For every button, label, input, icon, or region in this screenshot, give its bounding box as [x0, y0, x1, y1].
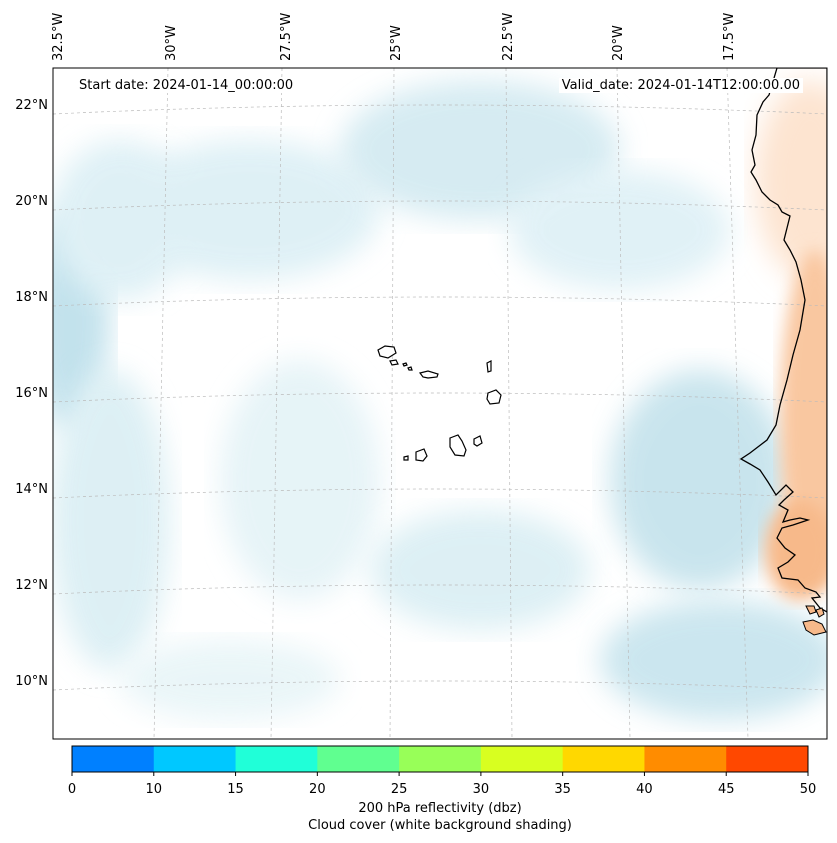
start-date-label: Start date: 2024-01-14_00:00:00	[76, 78, 297, 93]
colorbar-tick-label: 10	[145, 782, 163, 797]
lon-label: 27.5°W	[279, 12, 294, 61]
cape-verde-islands	[377, 345, 502, 462]
colorbar-sublabel: Cloud cover (white background shading)	[308, 818, 572, 833]
colorbar-tick-label: 20	[309, 782, 326, 797]
colorbar-label: 200 hPa reflectivity (dbz)	[358, 801, 522, 816]
lon-label: 32.5°W	[51, 12, 66, 61]
colorbar-segment	[644, 746, 727, 772]
lat-label: 22°N	[15, 98, 48, 113]
lon-label: 30°W	[164, 25, 179, 61]
map-frame	[52, 67, 828, 740]
lat-label: 14°N	[15, 482, 48, 497]
lon-label: 17.5°W	[722, 12, 737, 61]
colorbar-tick-label: 25	[390, 782, 408, 797]
colorbar-segment	[317, 746, 400, 772]
lat-label: 18°N	[15, 290, 48, 305]
colorbar-segment	[562, 746, 645, 772]
map-area	[53, 68, 827, 739]
valid-date-label: Valid_date: 2024-01-14T12:00:00.00	[558, 78, 803, 93]
lon-label: 22.5°W	[501, 12, 516, 61]
lon-label: 20°W	[611, 25, 626, 61]
colorbar-tick-label: 30	[472, 782, 490, 797]
colorbar-segment	[72, 746, 155, 772]
lat-label: 10°N	[15, 674, 48, 689]
gridlines	[53, 68, 827, 739]
colorbar-segment	[235, 746, 318, 772]
colorbar-tick-label: 0	[67, 782, 77, 797]
colorbar-tick-label: 50	[799, 782, 817, 797]
colorbar-frame	[71, 745, 809, 773]
reflectivity-shading	[755, 80, 827, 600]
colorbar-tick-label: 35	[554, 782, 571, 797]
colorbar-tick-label: 45	[717, 782, 735, 797]
colorbar-segment	[153, 746, 237, 772]
colorbar-tick-label: 15	[227, 782, 244, 797]
lat-label: 12°N	[15, 578, 48, 593]
colorbar-tick-label: 40	[636, 782, 653, 797]
colorbar-segment	[726, 746, 809, 772]
colorbar-segment	[480, 746, 564, 772]
african-coastline	[739, 68, 827, 636]
colorbar-segment	[399, 746, 482, 772]
colorbar	[71, 745, 809, 776]
lon-label: 25°W	[389, 25, 404, 61]
lat-label: 16°N	[15, 386, 48, 401]
lat-label: 20°N	[15, 194, 48, 209]
cloud-cover-shading	[53, 80, 827, 720]
